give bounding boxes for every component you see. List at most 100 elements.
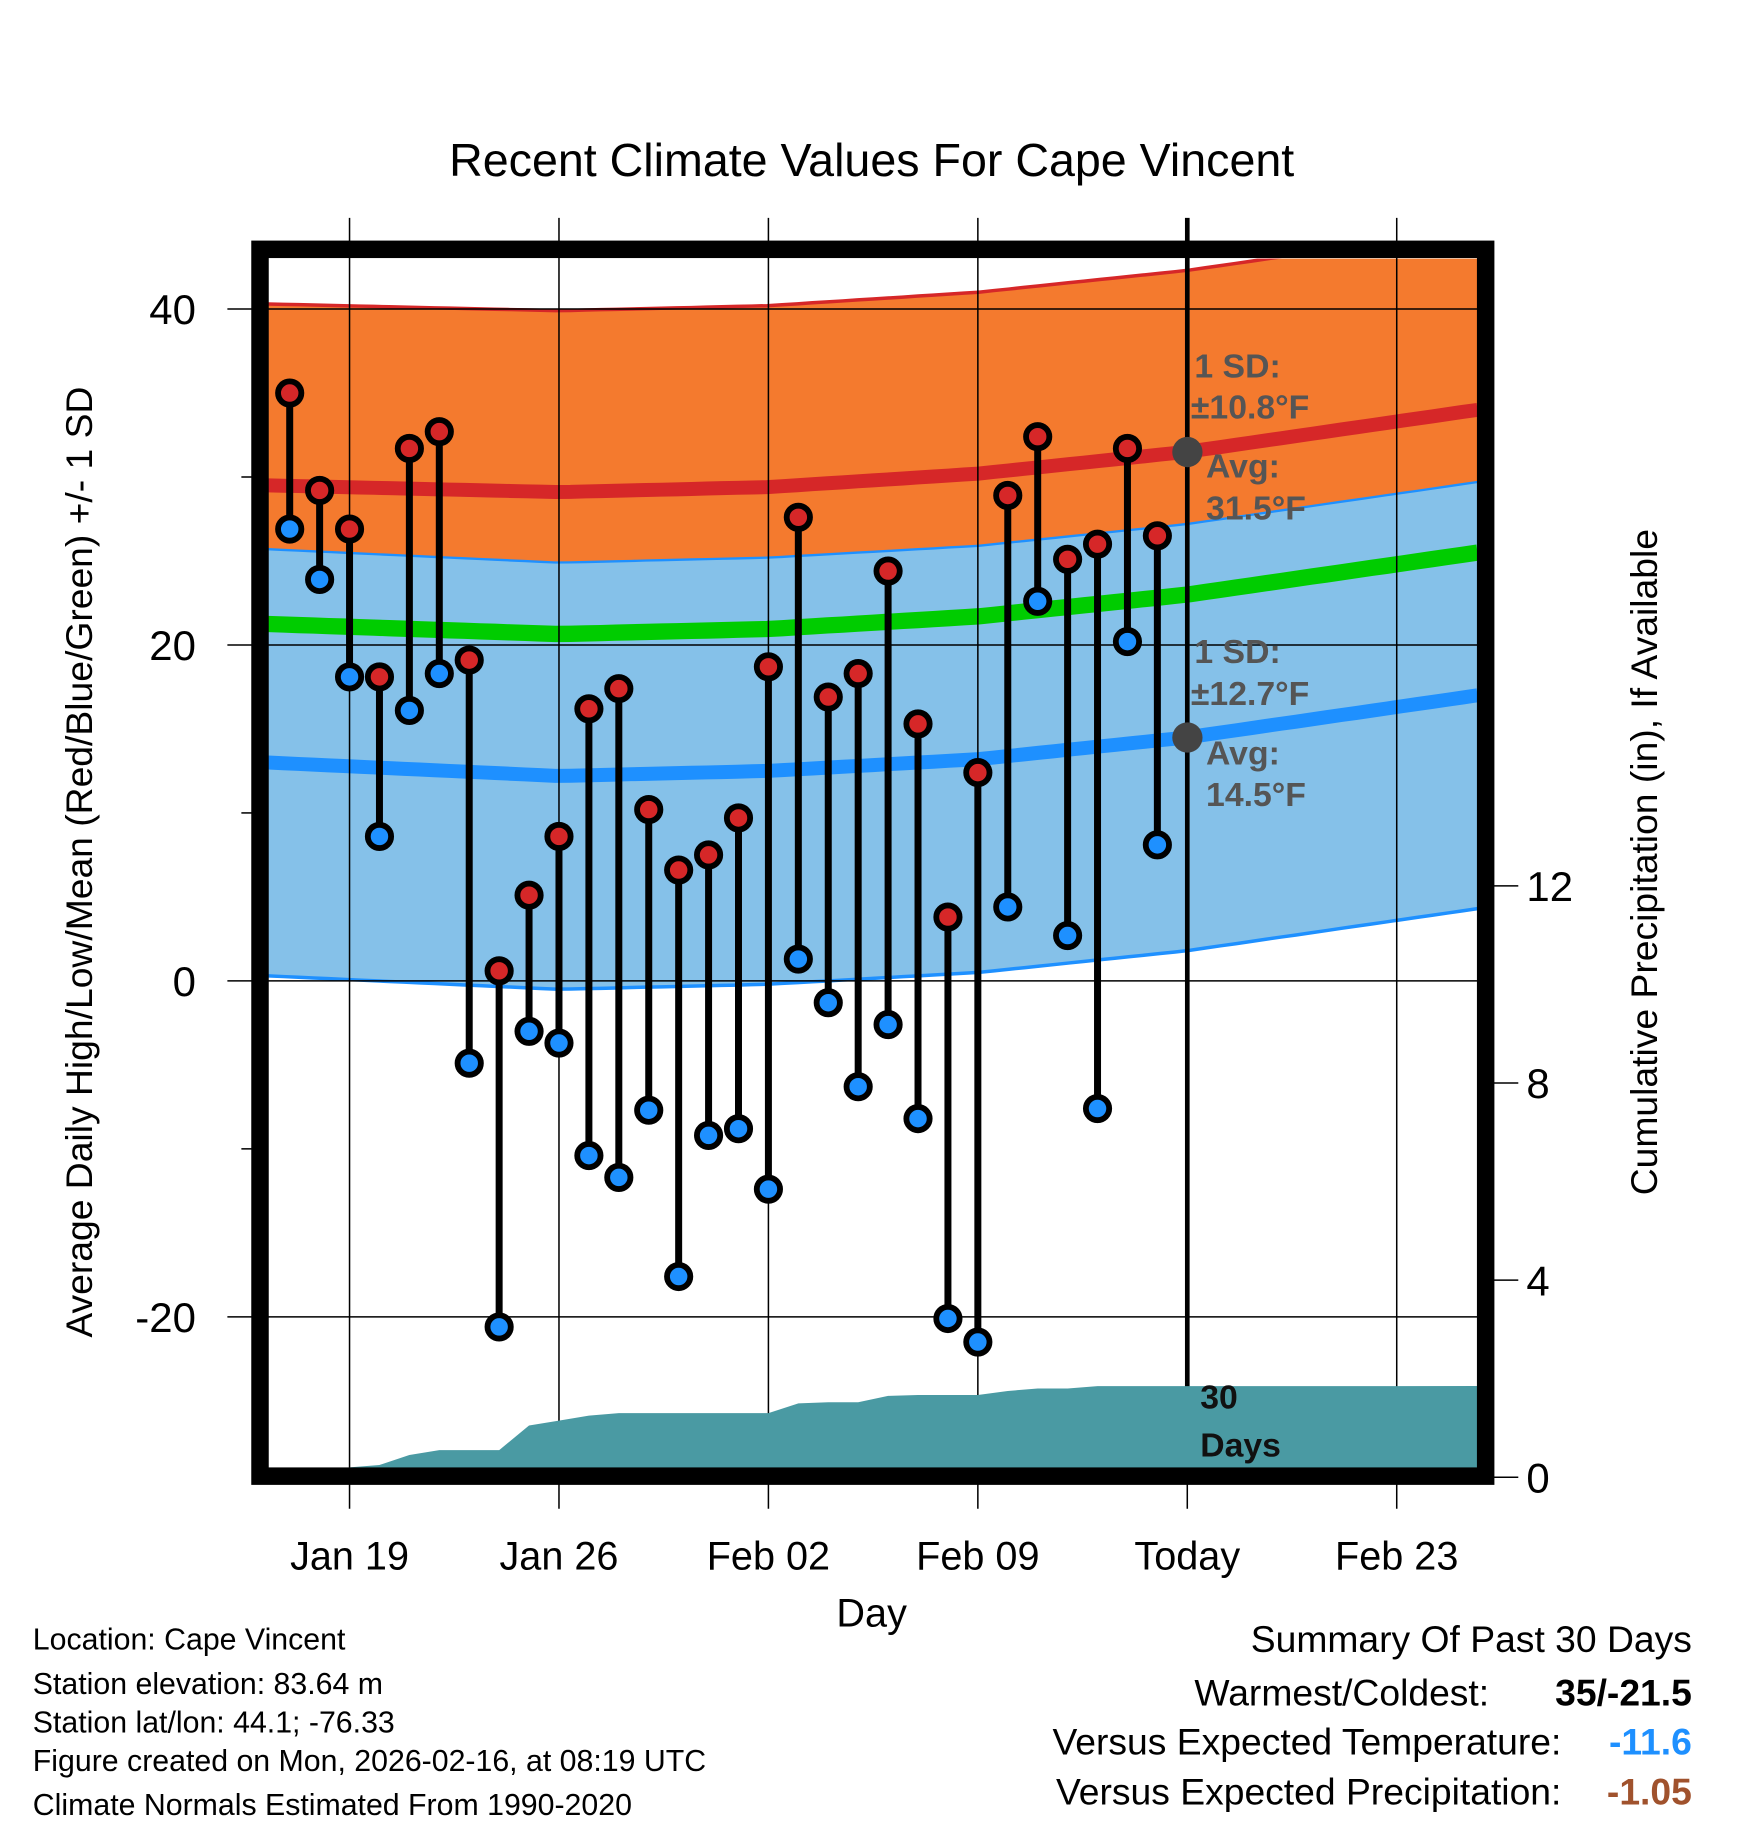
today-avg-low-marker — [1172, 722, 1203, 753]
temp-anomaly-label: Versus Expected Temperature: — [1053, 1721, 1562, 1763]
low-temp-dot — [394, 695, 424, 726]
precip-days-num: 30 — [1200, 1379, 1238, 1417]
normal-bands — [268, 258, 1478, 991]
high-temp-dot — [1023, 422, 1053, 452]
low-temp-dot — [753, 1174, 783, 1204]
high-temp-dot — [334, 514, 365, 544]
x-tick-label: Today — [1134, 1534, 1240, 1578]
high-temp-dot — [454, 645, 484, 675]
low-sd-label: 1 SD: — [1194, 633, 1280, 671]
precip-anomaly-label: Versus Expected Precipitation: — [1056, 1771, 1561, 1813]
high-temp-dot — [364, 662, 395, 692]
low-temp-dot — [544, 1028, 574, 1058]
y-axis-label: Average Daily High/Low/Mean (Red/Blue/Gr… — [58, 387, 100, 1338]
high-temp-dot — [843, 658, 873, 689]
footer-elevation: Station elevation: 83.64 m — [33, 1668, 383, 1701]
high-temp-dot — [604, 674, 634, 704]
high-temp-dot — [424, 417, 454, 447]
daily-marks — [275, 378, 1172, 1357]
high-temp-dot — [933, 902, 963, 932]
high-temp-dot — [305, 475, 335, 506]
high-temp-dot — [484, 956, 514, 986]
low-temp-dot — [903, 1104, 933, 1134]
mean-line — [268, 544, 1478, 643]
low-temp-dot — [1112, 627, 1143, 657]
y2-tick-label: 8 — [1526, 1060, 1549, 1107]
high-temp-dot — [1053, 544, 1083, 574]
low-temp-dot — [1142, 830, 1172, 860]
y-tick-label: 0 — [173, 958, 196, 1005]
temp-anomaly-value: -11.6 — [1609, 1721, 1692, 1763]
x-tick-label: Feb 02 — [707, 1534, 830, 1578]
annotations: 1 SD: ±10.8°F Avg: 31.5°F 1 SD: ±12.7°F … — [1172, 347, 1309, 1464]
high-sd-value: ±10.8°F — [1191, 388, 1309, 426]
x-axis-label: Day — [836, 1591, 907, 1635]
high-temp-dot — [694, 840, 724, 870]
footer-info: Location: Cape Vincent Station elevation… — [33, 1624, 706, 1822]
high-temp-dot — [1082, 529, 1113, 559]
high-temp-dot — [993, 480, 1023, 511]
precip-days-word: Days — [1200, 1426, 1281, 1464]
footer-latlon: Station lat/lon: 44.1; -76.33 — [33, 1706, 395, 1739]
low-temp-dot — [334, 662, 365, 692]
high-avg-value: 31.5°F — [1206, 490, 1306, 528]
low-temp-dot — [424, 658, 454, 689]
y-tick-label: 20 — [149, 622, 196, 669]
y-tick-label: 40 — [149, 286, 196, 333]
high-temp-dot — [903, 709, 933, 739]
high-temp-dot — [753, 652, 783, 682]
footer-normals: Climate Normals Estimated From 1990-2020 — [33, 1789, 632, 1822]
y2-axis-label: Cumulative Precipitation (in), If Availa… — [1623, 529, 1665, 1195]
low-temp-dot — [694, 1120, 724, 1150]
low-avg-value: 14.5°F — [1206, 776, 1306, 814]
high-sd-label: 1 SD: — [1194, 347, 1280, 385]
high-temp-dot — [963, 758, 993, 788]
low-temp-dot — [1023, 586, 1053, 616]
low-temp-dot — [275, 514, 305, 544]
high-temp-dot — [723, 803, 754, 833]
low-temp-dot — [364, 821, 395, 852]
chart-title: Recent Climate Values For Cape Vincent — [449, 134, 1294, 186]
low-temp-dot — [963, 1327, 993, 1357]
warmest-label: Warmest/Coldest: — [1194, 1672, 1489, 1714]
axes: 40 20 0 -20 0 4 8 12 Jan 19 Jan 26 Feb 02 Feb 09 Tod… — [135, 286, 1573, 1578]
plot-frame — [251, 240, 1495, 1485]
low-temp-dot — [574, 1141, 604, 1171]
footer-created: Figure created on Mon, 2026-02-16, at 08… — [33, 1745, 706, 1778]
today-avg-high-marker — [1172, 436, 1203, 468]
low-temp-dot — [484, 1312, 514, 1342]
precip-area-group — [347, 1386, 1478, 1468]
y-tick-label: -20 — [135, 1294, 196, 1341]
low-temp-dot — [1082, 1093, 1113, 1124]
high-temp-dot — [634, 795, 664, 825]
low-temp-dot — [305, 564, 335, 595]
y2-tick-label: 4 — [1526, 1257, 1549, 1304]
low-temp-dot — [873, 1010, 903, 1040]
x-tick-label: Jan 19 — [290, 1534, 409, 1578]
low-temp-dot — [933, 1303, 963, 1334]
avg-high-line — [268, 402, 1478, 500]
high-temp-dot — [1112, 433, 1143, 464]
high-temp-dot — [544, 821, 574, 852]
high-temp-dot — [514, 880, 544, 910]
high-temp-dot — [275, 378, 305, 408]
low-temp-dot — [514, 1016, 544, 1046]
high-avg-label: Avg: — [1206, 448, 1280, 486]
y2-tick-label: 0 — [1526, 1454, 1549, 1501]
low-temp-dot — [843, 1072, 873, 1102]
high-temp-dot — [783, 502, 813, 532]
footer-location: Location: Cape Vincent — [33, 1624, 346, 1657]
precip-anomaly-value: -1.05 — [1607, 1771, 1692, 1813]
low-temp-dot — [993, 892, 1023, 922]
high-temp-dot — [1142, 521, 1172, 551]
low-sd-band — [268, 481, 1478, 990]
low-temp-dot — [1053, 920, 1083, 951]
x-tick-label: Feb 09 — [916, 1534, 1039, 1578]
low-temp-dot — [634, 1095, 664, 1125]
low-sd-value: ±12.7°F — [1191, 675, 1309, 713]
high-temp-dot — [813, 682, 843, 712]
high-temp-dot — [394, 433, 424, 464]
x-tick-label: Feb 23 — [1335, 1534, 1458, 1578]
y2-tick-label: 12 — [1526, 863, 1573, 910]
